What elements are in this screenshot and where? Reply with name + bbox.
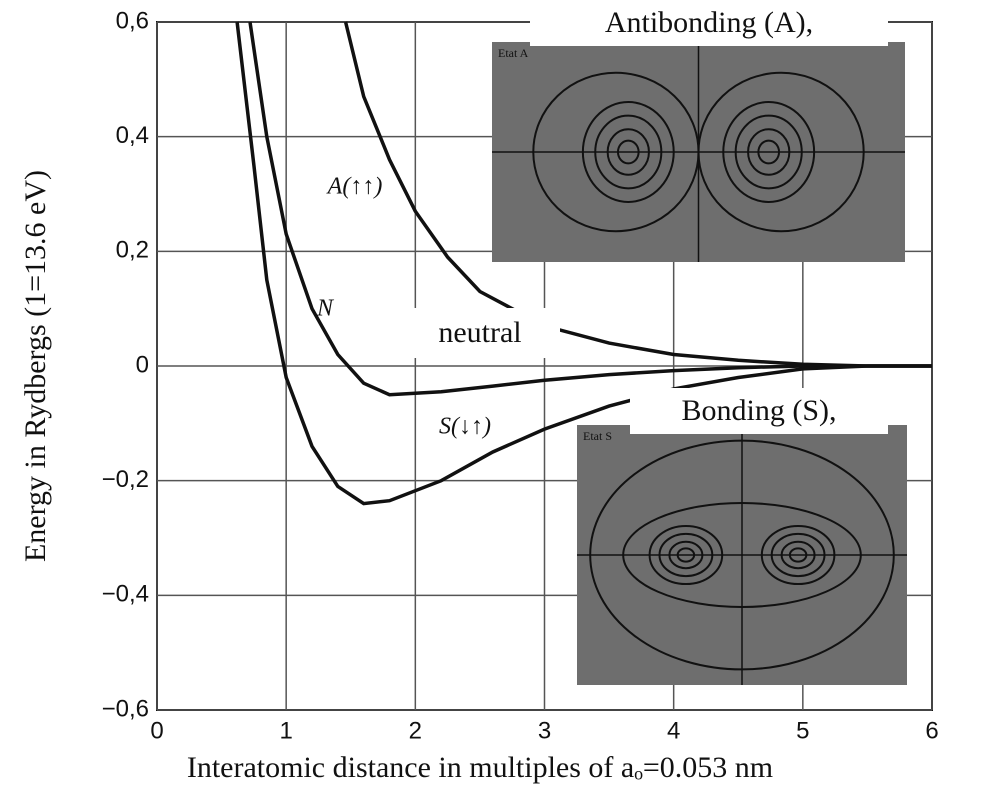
contour [606, 128, 650, 176]
y-axis-label: Energy in Rydbergs (1=13.6 eV) [19, 170, 52, 562]
contour [788, 547, 808, 563]
y-tick-label: 0,4 [116, 122, 149, 149]
x-axis-label: Interatomic distance in multiples of aₒ=… [187, 751, 773, 784]
contour [589, 439, 895, 671]
annotation-box [530, 0, 888, 46]
contour [658, 532, 714, 578]
curve-label: N [316, 296, 335, 322]
contour [760, 524, 836, 586]
x-tick-label: 1 [279, 717, 292, 744]
y-tick-label: 0,6 [116, 7, 149, 34]
inset: Etat S [577, 425, 907, 685]
contour [648, 524, 724, 586]
annotation: Bonding (S), [681, 394, 836, 427]
annotation: Antibonding (A), [605, 6, 813, 39]
y-tick-label: −0,2 [102, 466, 149, 493]
x-tick-label: 4 [667, 717, 680, 744]
y-tick-label: 0 [136, 351, 149, 378]
inset-title: Etat A [498, 46, 529, 60]
contour [581, 101, 675, 203]
curve-label: S(↓↑) [439, 414, 491, 440]
x-tick-label: 6 [925, 717, 938, 744]
inset: Etat A [492, 42, 905, 262]
contour [697, 71, 865, 233]
x-tick-label: 3 [538, 717, 551, 744]
annotation-box [400, 308, 560, 358]
curve [248, 21, 932, 397]
annotation-box [630, 388, 888, 434]
x-tick-label: 0 [150, 717, 163, 744]
curve-label: A(↑↑) [326, 174, 383, 200]
x-tick-label: 5 [796, 717, 809, 744]
contour [668, 540, 704, 570]
contour [770, 532, 826, 578]
contour [594, 114, 663, 190]
x-tick-label: 2 [409, 717, 422, 744]
y-tick-label: −0,6 [102, 695, 149, 722]
contour [676, 547, 696, 563]
curve [235, 21, 932, 506]
y-tick-label: −0,4 [102, 581, 149, 608]
contour [722, 101, 816, 203]
contour [622, 502, 862, 608]
y-tick-label: 0,2 [116, 237, 149, 264]
contour [734, 114, 803, 190]
contour [757, 139, 781, 165]
annotation: neutral [438, 316, 521, 349]
contour [616, 139, 640, 165]
contour [747, 128, 791, 176]
inset-title: Etat S [583, 429, 612, 443]
contour [780, 540, 816, 570]
